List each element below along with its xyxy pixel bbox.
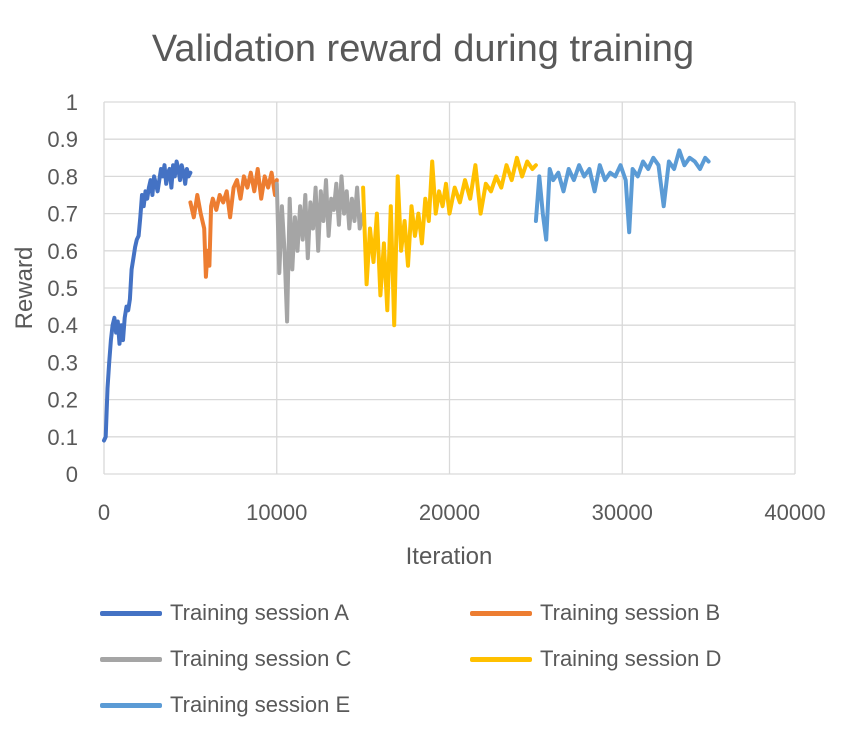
tick-labels: 0 0.1 0.2 0.3 0.4 0.5 0.6 0.7 0.8 0.9 1 0 10000 20000… [47, 90, 825, 525]
y-tick-label: 0.5 [47, 276, 78, 301]
y-tick-label: 0.7 [47, 202, 78, 227]
y-tick-label: 1 [66, 90, 78, 115]
legend-label: Training session B [540, 600, 721, 625]
gridlines [103, 101, 796, 475]
series-line-b [188, 167, 279, 279]
legend-swatch [470, 656, 532, 662]
y-tick-label: 0 [66, 462, 78, 487]
y-tick-label: 0.2 [47, 388, 78, 413]
line-chart: 0 0.1 0.2 0.3 0.4 0.5 0.6 0.7 0.8 0.9 1 0 10000 20000… [11, 90, 826, 570]
legend-item-e: Training session E [100, 692, 350, 718]
series-line-d [361, 155, 538, 328]
legend-label: Training session D [540, 646, 722, 671]
x-axis-title: Iteration [406, 543, 493, 570]
series-line-e [533, 148, 711, 242]
series-line-c [274, 174, 366, 324]
y-tick-label: 0.6 [47, 239, 78, 264]
legend-item-a: Training session A [100, 600, 349, 626]
legend-swatch [100, 702, 162, 708]
x-tick-label: 0 [98, 500, 110, 525]
x-tick-label: 10000 [246, 500, 307, 525]
x-tick-label: 30000 [592, 500, 653, 525]
x-tick-label: 40000 [764, 500, 825, 525]
legend-item-b: Training session B [470, 600, 720, 626]
chart-title: Validation reward during training [151, 28, 695, 70]
legend-label: Training session C [170, 646, 352, 671]
x-tick-label: 20000 [419, 500, 480, 525]
series-line-a [102, 159, 193, 443]
y-tick-label: 0.9 [47, 127, 78, 152]
legend-item-d: Training session D [470, 646, 721, 672]
y-tick-label: 0.4 [47, 313, 78, 338]
legend-item-c: Training session C [100, 646, 351, 672]
legend-swatch [100, 656, 162, 662]
legend-label: Training session A [170, 600, 349, 625]
legend-label: Training session E [170, 692, 351, 717]
y-axis-title: Reward [11, 247, 38, 330]
y-tick-label: 0.3 [47, 350, 78, 375]
y-tick-label: 0.8 [47, 164, 78, 189]
y-tick-label: 0.1 [47, 425, 78, 450]
series-lines [102, 148, 711, 443]
legend-swatch [100, 610, 162, 616]
legend-swatch [470, 610, 532, 616]
